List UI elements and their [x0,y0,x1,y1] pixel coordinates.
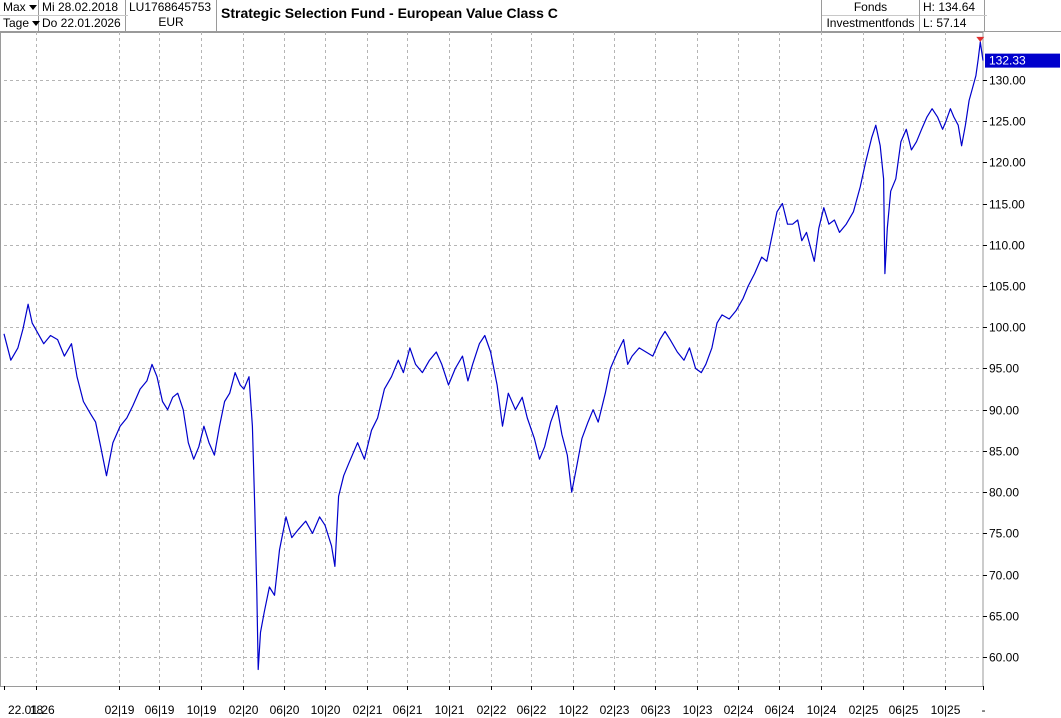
x-tick-label: 06|22 [517,703,547,717]
interval-label: Tage [3,16,30,30]
y-tick-label: 120.00 [989,156,1026,170]
x-tick-label: 10|21 [435,703,465,717]
instrument-id-cell: LU1768645753 EUR [126,0,217,31]
x-tick-label: 02|21 [353,703,383,717]
y-tick-label: 110.00 [989,239,1025,253]
y-tick-label: 95.00 [989,362,1019,376]
x-tick-label: 18 [30,703,44,717]
fund-type-label: Fonds [853,0,888,14]
x-tick-label: 10|19 [187,703,217,717]
x-tick-label: 10|20 [311,703,341,717]
fund-title-cell: Strategic Selection Fund - European Valu… [217,0,822,31]
x-tick-label: 06|24 [765,703,795,717]
chart-header: Max Tage Mi 28.02.2018 Do 22.01.2026 LU1… [0,0,1061,32]
x-tick-label: 06|25 [889,703,919,717]
series-line [3,41,984,671]
x-tick-label: 22.01.26 [8,703,55,717]
high-value: H: 134.64 [923,0,976,14]
chevron-down-icon [28,5,37,11]
price-series [3,36,985,671]
y-tick-label: 115.00 [989,198,1025,212]
x-tick-label: 02|20 [229,703,259,717]
last-value-label: 132.33 [989,54,1026,68]
x-tick-label: - [982,703,986,717]
currency-label: EUR [158,15,184,29]
range-selector-cell: Max Tage [0,0,41,31]
x-tick-label: 02|19 [105,703,135,717]
date-to[interactable]: Do 22.01.2026 [39,15,128,31]
x-tick-label: 02|24 [724,703,754,717]
date-range-cell: Mi 28.02.2018 Do 22.01.2026 [39,0,128,31]
y-tick-label: 105.00 [989,280,1026,294]
high-low-cell: H: 134.64 L: 57.14 [920,0,987,31]
x-tick-label: 02|22 [477,703,507,717]
x-tick-label: 10|25 [931,703,961,717]
y-tick-label: 70.00 [989,569,1019,583]
x-tick-label: 10|24 [807,703,837,717]
x-tick-label: 10|22 [559,703,589,717]
y-tick-label: 90.00 [989,404,1019,418]
last-value-badge [985,53,1060,68]
high-marker [976,36,985,42]
x-tick-label: 06|19 [145,703,175,717]
x-tick-label: 06|21 [393,703,423,717]
fund-category-label: Investmentfonds [822,15,919,31]
y-tick-label: 80.00 [989,486,1019,500]
y-tick-label: 100.00 [989,321,1026,335]
range-label: Max [3,0,26,14]
x-tick-label: 02|25 [849,703,879,717]
date-from[interactable]: Mi 28.02.2018 [42,0,119,14]
page-title: Strategic Selection Fund - European Valu… [221,5,558,21]
y-tick-label: 75.00 [989,527,1019,541]
interval-dropdown[interactable]: Tage [0,15,41,31]
x-tick-label: 02|23 [600,703,630,717]
x-tick-label: 06|20 [270,703,300,717]
x-tick-label: 06|23 [641,703,671,717]
x-tick-label: 10|23 [683,703,713,717]
y-axis: 60.00 65.00 70.00 75.00 80.00 85.00 90.00 95.00… [983,74,1026,665]
chevron-down-icon [32,21,41,27]
y-tick-label: 130.00 [989,74,1026,88]
low-value: L: 57.14 [920,15,987,31]
y-tick-label: 125.00 [989,115,1026,129]
isin-label: LU1768645753 [129,0,212,14]
last-value-marker: 132.33 [985,53,1060,68]
y-tick-label: 85.00 [989,445,1019,459]
fund-type-cell: Fonds Investmentfonds [822,0,920,31]
range-dropdown[interactable]: Max [0,0,41,15]
y-tick-label: 60.00 [989,651,1019,665]
y-tick-label: 65.00 [989,610,1019,624]
